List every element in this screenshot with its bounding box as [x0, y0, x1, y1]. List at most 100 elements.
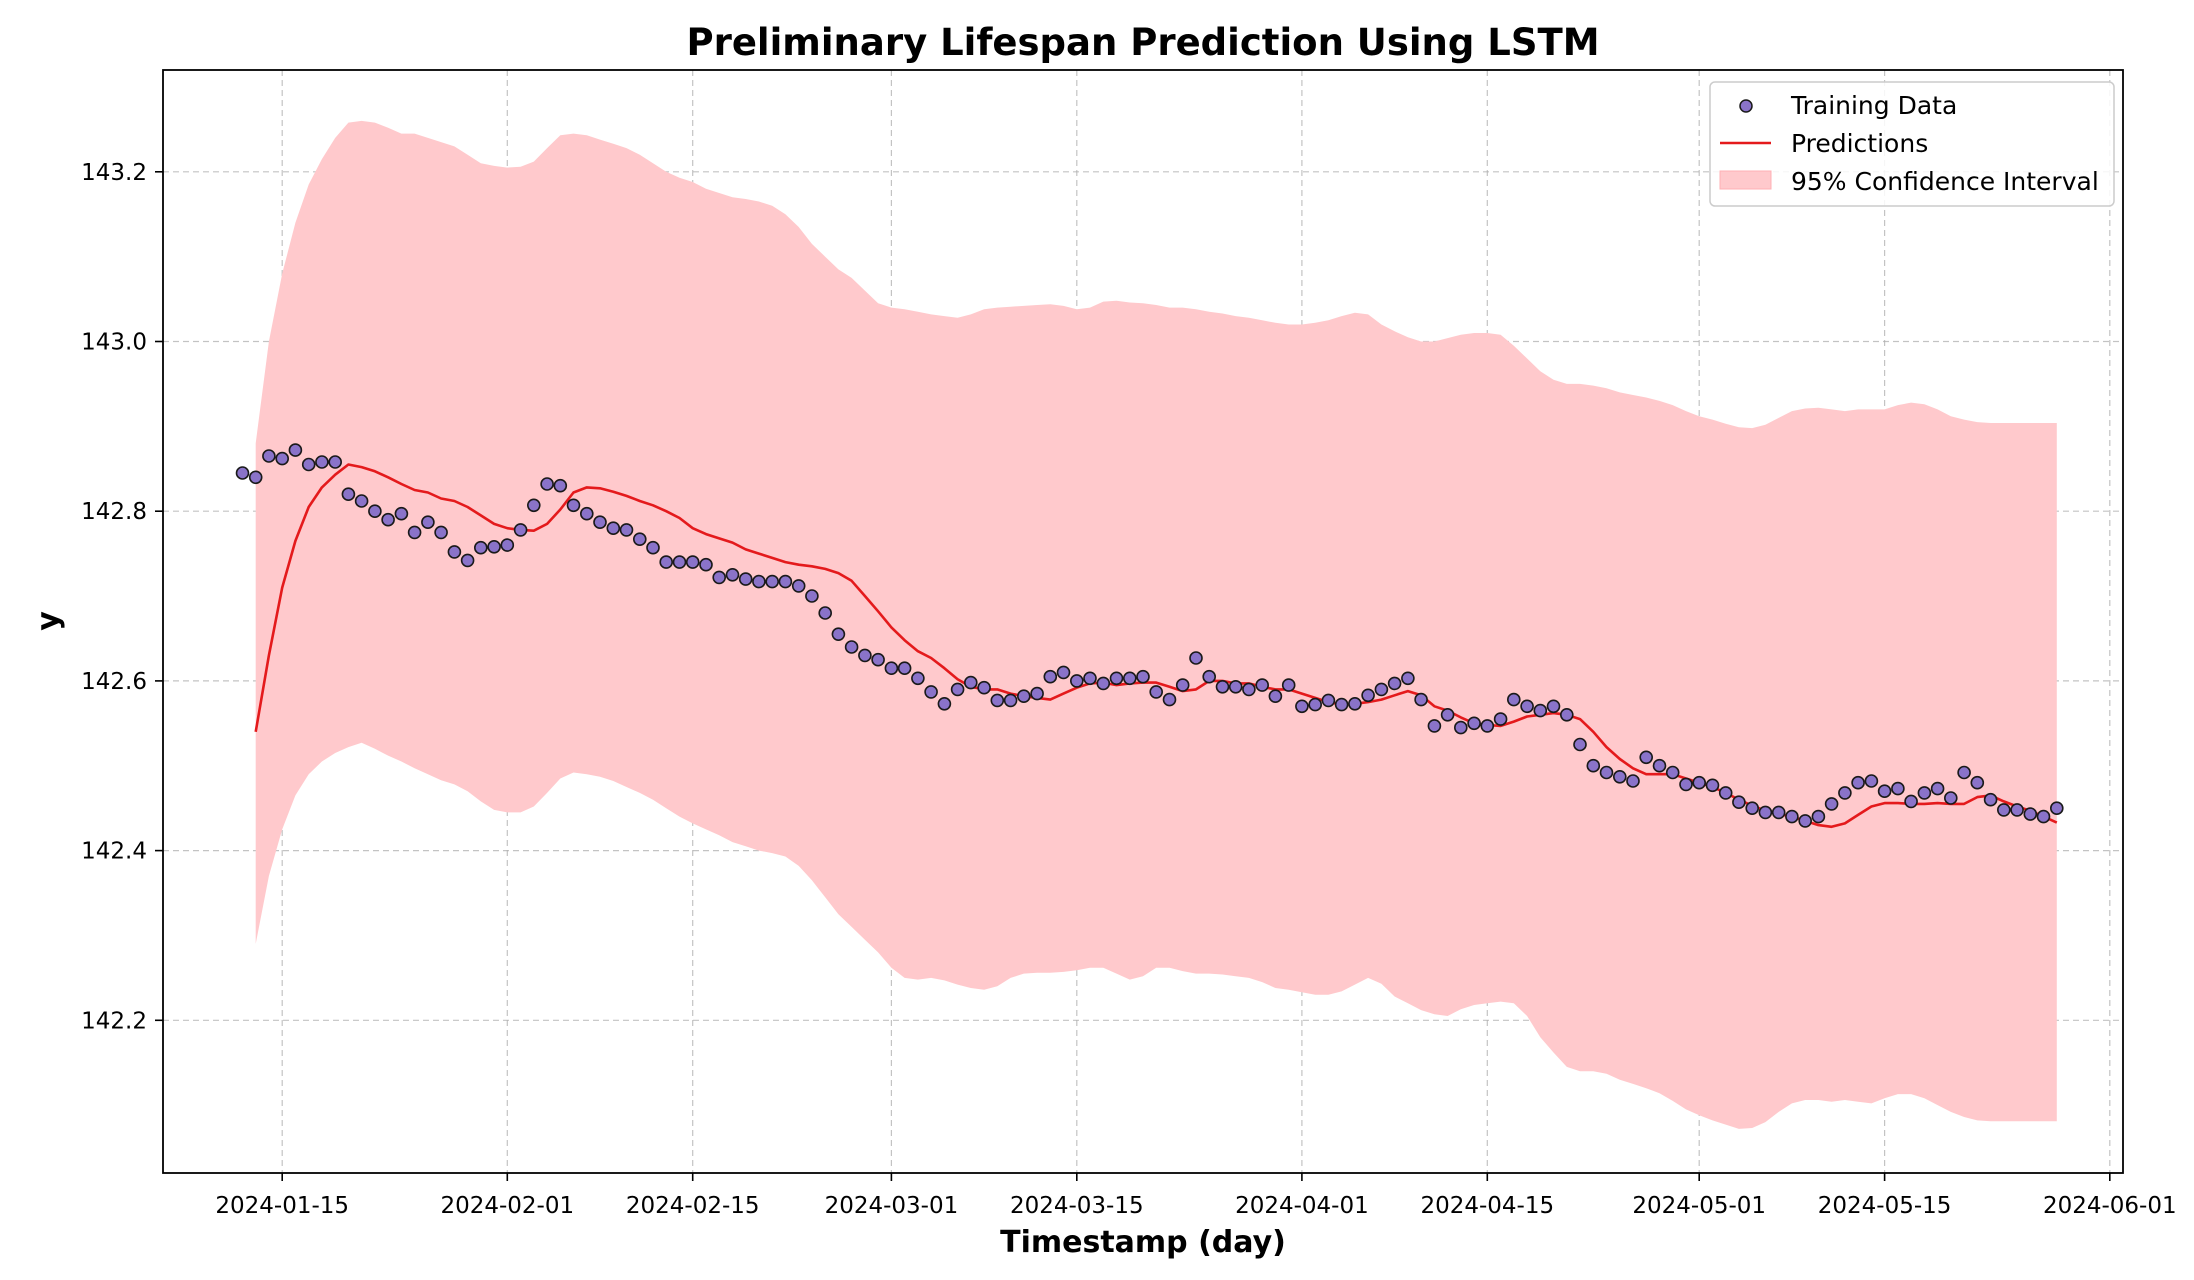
training-point	[487, 539, 501, 554]
training-point	[500, 538, 515, 552]
training-point	[1983, 792, 1998, 807]
training-point	[288, 443, 303, 457]
y-tick-label: 142.6	[81, 669, 147, 695]
chart-title: Preliminary Lifespan Prediction Using LS…	[686, 21, 1599, 64]
training-point	[1295, 699, 1309, 714]
training-point	[937, 696, 952, 711]
training-point	[1891, 781, 1905, 796]
training-point	[1454, 720, 1468, 735]
training-point	[593, 515, 607, 530]
legend-box	[1709, 81, 2115, 207]
training-point	[1480, 719, 1495, 733]
training-point	[394, 506, 409, 521]
training-point	[1334, 697, 1349, 712]
legend-label-ci: 95% Confidence Interval	[1791, 167, 2099, 196]
training-point	[262, 449, 276, 463]
training-point	[685, 555, 700, 569]
x-tick-label: 2024-04-01	[1235, 1193, 1369, 1219]
training-point	[381, 512, 395, 527]
training-point	[1136, 669, 1150, 684]
training-point	[1149, 685, 1163, 699]
x-tick-label: 2024-04-15	[1420, 1193, 1554, 1219]
training-point	[1414, 692, 1428, 707]
training-point	[2023, 807, 2038, 821]
training-point	[1401, 671, 1415, 686]
training-point	[1440, 707, 1455, 722]
training-point	[844, 640, 859, 654]
training-point	[1030, 686, 1044, 701]
training-point	[341, 487, 356, 502]
training-point	[1771, 805, 1786, 820]
legend-label-training: Training Data	[1790, 91, 1957, 120]
training-points	[235, 443, 2064, 828]
y-tick-label: 142.4	[81, 839, 147, 865]
training-point	[1202, 669, 1216, 684]
training-point	[566, 498, 581, 513]
training-point	[1692, 775, 1706, 790]
training-point	[963, 675, 978, 690]
training-point	[1944, 791, 1958, 805]
training-point	[1016, 689, 1031, 704]
training-point	[368, 504, 382, 519]
training-point	[513, 523, 528, 537]
x-tick-label: 2024-03-15	[1010, 1193, 1144, 1219]
training-point	[1758, 805, 1773, 820]
training-point	[275, 451, 290, 466]
training-point	[778, 574, 793, 589]
plot-frame	[162, 69, 2124, 1174]
confidence-interval-band	[255, 120, 2057, 1129]
training-point	[354, 494, 369, 508]
training-point	[248, 470, 263, 485]
training-point	[725, 567, 740, 582]
x-tick-label: 2024-01-15	[215, 1193, 349, 1219]
training-point	[1573, 737, 1587, 752]
training-point	[1387, 676, 1402, 691]
training-point	[712, 570, 727, 585]
training-point	[619, 523, 634, 537]
training-point	[1123, 671, 1137, 686]
training-point	[1824, 797, 1839, 811]
x-tick-label: 2024-06-01	[2043, 1193, 2177, 1219]
training-point	[553, 478, 568, 493]
x-tick-label: 2024-05-01	[1632, 1193, 1766, 1219]
x-tick-label: 2024-03-01	[825, 1193, 959, 1219]
training-point	[2036, 809, 2051, 824]
training-point	[1970, 775, 1985, 790]
training-point	[1533, 703, 1548, 718]
training-point	[831, 627, 846, 642]
training-point	[1864, 774, 1879, 788]
training-point	[1215, 679, 1230, 694]
training-point	[1745, 801, 1759, 816]
training-point	[1520, 699, 1534, 714]
legend-label-predictions: Predictions	[1791, 129, 1928, 158]
training-point	[911, 671, 925, 686]
legend-marker-training	[1739, 99, 1753, 113]
training-point	[1957, 765, 1971, 780]
training-point	[1427, 719, 1442, 733]
training-point	[1043, 669, 1058, 684]
training-point	[473, 540, 488, 555]
training-point	[1811, 809, 1826, 824]
training-point	[579, 506, 594, 521]
training-point	[1838, 786, 1852, 800]
training-point	[1997, 803, 2011, 817]
training-point	[606, 521, 621, 536]
training-point	[315, 455, 329, 469]
training-point	[328, 455, 343, 469]
training-point	[1308, 697, 1322, 712]
training-point	[540, 477, 554, 491]
y-axis-title: y	[31, 611, 66, 631]
training-point	[1321, 693, 1336, 708]
training-point	[1546, 699, 1561, 714]
training-point	[1281, 678, 1296, 692]
training-point	[1652, 758, 1667, 773]
training-point	[1718, 786, 1733, 800]
training-point	[460, 553, 475, 568]
training-point	[1228, 679, 1243, 694]
training-point	[858, 648, 872, 663]
training-point	[1361, 688, 1375, 703]
training-point	[1904, 794, 1918, 809]
training-point	[1083, 671, 1097, 686]
training-point	[1070, 674, 1084, 688]
training-point	[1242, 682, 1256, 697]
